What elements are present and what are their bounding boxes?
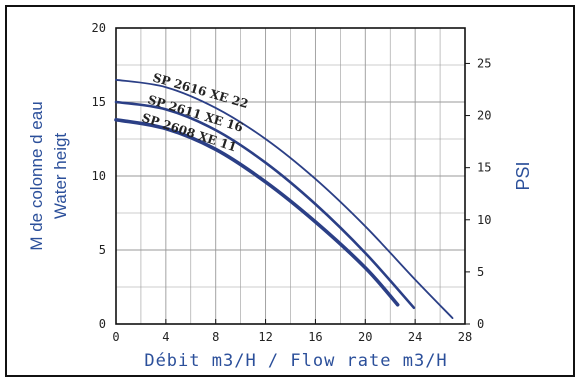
series-line-3: [114, 117, 400, 307]
x-tick-label: 28: [458, 330, 472, 344]
y-tick-label: 20: [92, 21, 106, 35]
x-tick-label: 24: [408, 330, 422, 344]
y-axis-ticks: 0 5 10 15 20: [92, 21, 106, 331]
x-tick-label: 0: [112, 330, 119, 344]
y-axis-label: M de colonne d eau Water heigt: [27, 101, 70, 250]
series-line-2: [114, 100, 416, 310]
y2-tick-label: 20: [477, 109, 491, 123]
y2-tick-label: 0: [477, 317, 484, 331]
y-tick-label: 15: [92, 95, 106, 109]
y-axis-label-fr: M de colonne d eau: [27, 101, 46, 250]
y2-tick-label: 10: [477, 213, 491, 227]
x-tick-label: 4: [162, 330, 169, 344]
x-axis-label: Débit m3/H / Flow rate m3/H: [144, 351, 447, 371]
x-tick-label: 20: [358, 330, 372, 344]
y-tick-label: 10: [92, 169, 106, 183]
y-axis-label-en: Water heigt: [51, 133, 70, 220]
series-line-1: [115, 78, 454, 319]
outer-border: [5, 5, 575, 377]
x-tick-label: 8: [212, 330, 219, 344]
y2-axis-label: PSI: [513, 161, 533, 190]
y2-tick-label: 15: [477, 161, 491, 175]
x-axis-ticks: 0 4 8 12 16 20 24 28: [112, 319, 472, 344]
y-tick-label: 0: [99, 317, 106, 331]
y-tick-label: 5: [99, 243, 106, 257]
grid: [116, 28, 465, 324]
y2-tick-label: 5: [477, 265, 484, 279]
plot-area: [115, 27, 466, 325]
x-tick-label: 12: [258, 330, 272, 344]
y2-tick-label: 25: [477, 56, 491, 70]
y2-axis-ticks: 0 5 10 15 20 25: [465, 56, 491, 331]
x-tick-label: 16: [308, 330, 322, 344]
curves: [114, 78, 454, 319]
